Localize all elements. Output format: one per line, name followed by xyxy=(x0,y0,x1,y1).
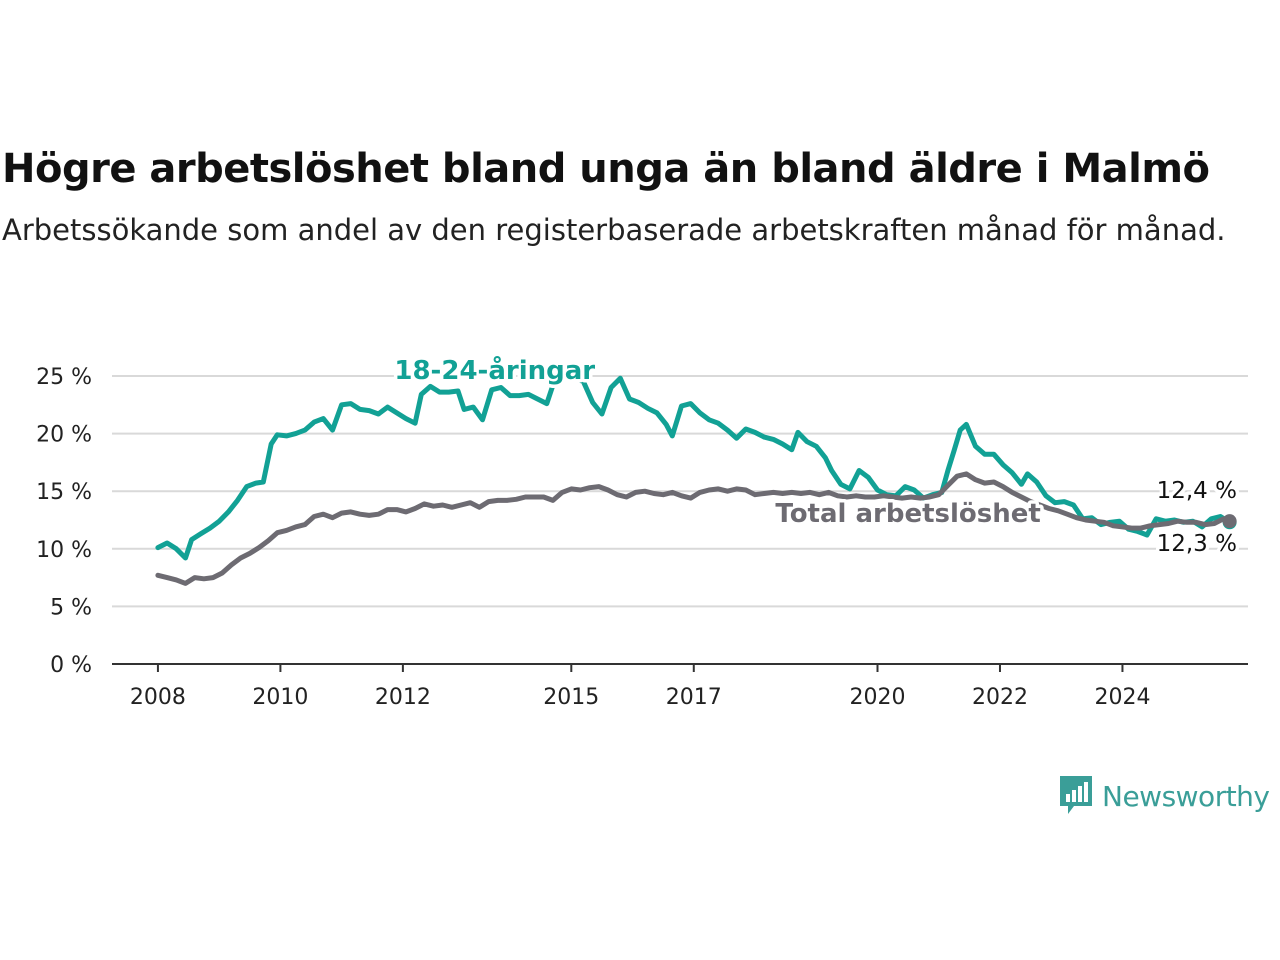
x-tick-label: 2017 xyxy=(666,685,722,710)
series-line-0 xyxy=(155,373,1233,561)
series-label-youth: 18-24-åringar xyxy=(394,354,595,386)
x-tick-label: 2012 xyxy=(375,685,431,710)
x-tick-label: 2010 xyxy=(252,685,308,710)
brand-name: Newsworthy xyxy=(1102,779,1270,813)
y-tick-label: 5 % xyxy=(50,595,92,620)
x-tick-label: 2015 xyxy=(543,685,599,710)
y-axis-tick-labels: 0 % 5 % 10 % 15 % 20 % 25 % xyxy=(36,365,92,678)
x-axis-ticks: 2008 2010 2012 2015 2017 2020 2022 2024 xyxy=(130,664,1150,710)
chart-title: Högre arbetslöshet bland unga än bland ä… xyxy=(2,146,1210,192)
series-lines xyxy=(155,373,1237,586)
end-value-label-youth: 12,3 % xyxy=(1157,531,1237,557)
x-tick-label: 2020 xyxy=(849,685,905,710)
series-labels: 18-24-åringar Total arbetslöshet 12,4 % 12,… xyxy=(391,351,1241,561)
brand-logo: Newsworthy xyxy=(1058,774,1270,818)
y-tick-label: 25 % xyxy=(36,365,92,390)
end-value-label-total: 12,4 % xyxy=(1157,478,1237,504)
y-tick-label: 20 % xyxy=(36,423,92,448)
y-tick-label: 10 % xyxy=(36,538,92,563)
newsworthy-logo-icon xyxy=(1060,776,1092,814)
y-tick-label: 0 % xyxy=(50,653,92,678)
x-tick-label: 2024 xyxy=(1094,685,1150,710)
series-line-1 xyxy=(155,471,1233,586)
series-label-total: Total arbetslöshet xyxy=(775,499,1040,529)
series-end-marker-1 xyxy=(1222,514,1237,529)
y-tick-label: 15 % xyxy=(36,480,92,505)
x-tick-label: 2008 xyxy=(130,685,186,710)
chart-subtitle: Arbetssökande som andel av den registerb… xyxy=(2,213,1226,247)
x-tick-label: 2022 xyxy=(972,685,1028,710)
